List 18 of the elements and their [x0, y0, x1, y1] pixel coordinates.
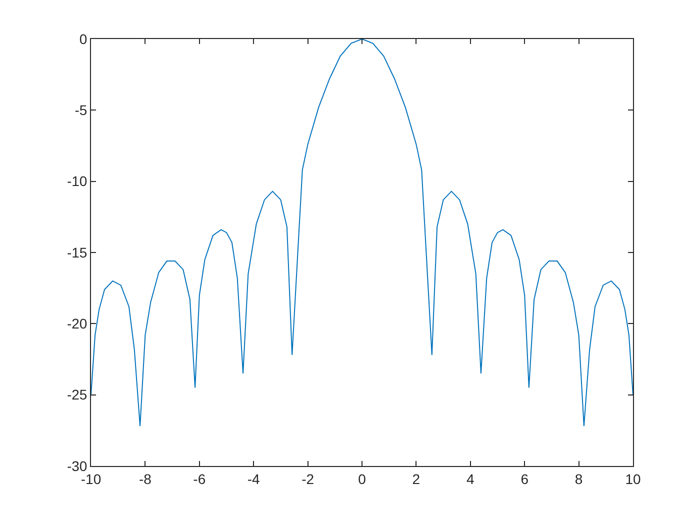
y-tick-label: -30	[66, 458, 88, 474]
line-series	[91, 39, 633, 427]
x-tick-label: -4	[247, 470, 260, 487]
x-tick-label: 0	[358, 470, 366, 487]
y-tick-label: -25	[66, 386, 88, 403]
y-tick-label: -5	[74, 102, 88, 118]
x-tick-label: 8	[574, 470, 583, 487]
x-tick-label: -2	[302, 470, 314, 487]
x-tick-label: 10	[625, 470, 641, 487]
x-tick-label: -8	[138, 470, 152, 487]
x-tick-label: 6	[520, 470, 529, 487]
y-tick-label: -20	[66, 316, 88, 332]
x-tick-label: 2	[412, 470, 420, 487]
x-tick-label: 4	[466, 470, 474, 487]
y-tick-label: -10	[66, 173, 88, 190]
x-tick-label: -6	[193, 470, 206, 487]
y-tick-label: -15	[66, 244, 88, 260]
y-tick-label: 0	[79, 30, 88, 47]
